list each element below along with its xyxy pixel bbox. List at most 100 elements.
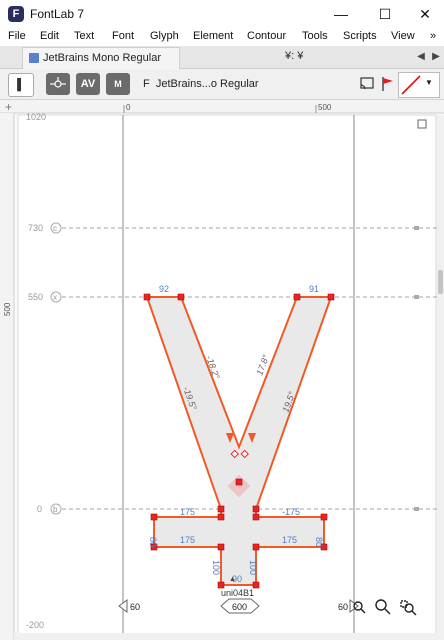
zoom-fit-icon[interactable]: [400, 600, 417, 616]
document-tab-bar: JetBrains Mono Regular ¥: ¥ ◀ ▶: [0, 46, 444, 69]
menu-edit[interactable]: Edit: [40, 30, 59, 42]
tab-font-label: JetBrains Mono Regular: [43, 52, 162, 64]
guide-lock-icon[interactable]: [414, 507, 419, 511]
guide-label-550: 550: [28, 292, 43, 302]
contour-node[interactable]: [217, 581, 225, 589]
maximize-button[interactable]: ☐: [378, 6, 392, 22]
contour-node[interactable]: [150, 513, 158, 521]
app-logo-icon: F: [8, 6, 24, 22]
metrics-button[interactable]: AV: [76, 73, 100, 95]
canvas-corner-icon[interactable]: [417, 119, 427, 129]
menu-scripts[interactable]: Scripts: [343, 30, 377, 42]
horizontal-scrollbar[interactable]: [14, 633, 437, 640]
measure-top-right-width: 91: [309, 284, 319, 294]
glyph-canvas-svg[interactable]: + 0 500 500 1020 730 c 550 x 0 b -200: [0, 100, 444, 641]
vertical-scrollbar-thumb[interactable]: [438, 270, 443, 294]
anchor-icon: [50, 77, 66, 88]
contour-node[interactable]: [217, 505, 225, 513]
menu-view[interactable]: View: [391, 30, 415, 42]
glyph-canvas[interactable]: + 0 500 500 1020 730 c 550 x 0 b -200: [0, 100, 444, 641]
zoom-icon[interactable]: [375, 599, 391, 615]
menu-text[interactable]: Text: [74, 30, 95, 42]
window-title: FontLab 7: [30, 7, 85, 21]
measure-bar-left-top: 175: [180, 507, 195, 517]
contour-node[interactable]: [252, 505, 260, 513]
left-sidebearing-value[interactable]: 60: [130, 602, 140, 612]
contour-node[interactable]: [293, 293, 301, 301]
minimize-button[interactable]: —: [334, 6, 348, 22]
guide-label-730: 730: [28, 223, 43, 233]
current-font-label[interactable]: F JetBrains...o Regular: [143, 78, 259, 90]
title-bar: F FontLab 7 — ☐ ✕: [0, 0, 444, 28]
guide-lock-icon[interactable]: [414, 226, 419, 230]
guide-lock-icon[interactable]: [414, 295, 419, 299]
contour-node[interactable]: [150, 543, 158, 551]
menu-file[interactable]: File: [8, 30, 26, 42]
measure-bar-left-height: 80: [148, 537, 158, 547]
tab-next-arrow-icon[interactable]: ▶: [432, 51, 440, 62]
ruler-corner-plus-icon: +: [5, 100, 12, 114]
measure-stem-right: 100: [248, 560, 258, 575]
tab-font-window[interactable]: JetBrains Mono Regular: [22, 47, 180, 69]
color-picker-dropdown[interactable]: ▼: [398, 72, 440, 98]
lsb-arrow-icon: [118, 599, 128, 613]
top-ruler[interactable]: [0, 100, 444, 113]
tab-prev-arrow-icon[interactable]: ◀: [417, 51, 425, 62]
contour-node[interactable]: [327, 293, 335, 301]
font-prefix-icon: F: [143, 78, 150, 90]
contour-node[interactable]: [217, 543, 225, 551]
guide-label-minus200: -200: [26, 620, 44, 630]
advance-width-value[interactable]: 600: [232, 602, 247, 612]
menu-element[interactable]: Element: [193, 30, 234, 42]
contour-node[interactable]: [252, 543, 260, 551]
contour-node[interactable]: [320, 543, 328, 551]
glyph-window-title: ¥: ¥: [285, 50, 304, 62]
dropdown-chevron-icon: ▼: [425, 78, 433, 87]
menu-contour[interactable]: Contour: [247, 30, 287, 42]
ruler-label-500: 500: [318, 103, 332, 112]
guide-label-0: 0: [37, 504, 42, 514]
contour-direction-arrow-icon: [248, 433, 256, 443]
menu-glyph[interactable]: Glyph: [150, 30, 179, 42]
guide-marker-c: c: [53, 224, 57, 233]
flag-icon[interactable]: [381, 76, 395, 92]
origin-anchor-icon: ▲: [229, 576, 236, 583]
m-button[interactable]: M: [106, 73, 130, 95]
right-sidebearing-value[interactable]: 60: [338, 602, 348, 612]
advance-width-field[interactable]: [220, 598, 260, 614]
offcurve-node[interactable]: [230, 449, 239, 459]
measure-top-left-width: 92: [159, 284, 169, 294]
left-ruler-label-500: 500: [3, 302, 12, 316]
measure-bar-right-top: -175: [282, 507, 300, 517]
menu-font[interactable]: Font: [112, 30, 135, 42]
measure-stem-bottom: 90: [232, 574, 242, 584]
no-color-icon: [401, 75, 421, 95]
glyph-toolbar: ▌ AV M F JetBrains...o Regular ▼: [0, 69, 444, 100]
menu-tools[interactable]: Tools: [302, 30, 328, 42]
glyph-name-label[interactable]: uni04B1: [221, 588, 254, 598]
menu-overflow[interactable]: »: [430, 30, 437, 42]
zoom-out-icon[interactable]: [353, 601, 366, 614]
glyph-contour[interactable]: [145, 296, 333, 586]
contour-node[interactable]: [235, 478, 243, 486]
contour-node[interactable]: [217, 513, 225, 521]
measure-bar-left-mid: 175: [180, 535, 195, 545]
contour-node[interactable]: [252, 513, 260, 521]
contour-node[interactable]: [320, 513, 328, 521]
left-ruler[interactable]: [0, 113, 14, 640]
guide-marker-b: b: [53, 505, 58, 514]
menu-bar: File Edit Text Font Glyph Element Contou…: [0, 28, 444, 46]
vertical-scrollbar[interactable]: [437, 115, 444, 640]
font-grid-icon: [29, 53, 39, 63]
guide-marker-x: x: [53, 293, 57, 302]
contour-node[interactable]: [177, 293, 185, 301]
guide-label-1020: 1020: [26, 112, 46, 122]
contour-tool-button[interactable]: [46, 73, 70, 95]
ruler-label-0: 0: [126, 103, 131, 112]
sidebar-toggle-button[interactable]: ▌: [8, 73, 34, 97]
offcurve-node[interactable]: [240, 449, 249, 459]
close-button[interactable]: ✕: [419, 6, 431, 22]
contour-node[interactable]: [252, 581, 260, 589]
contour-node[interactable]: [143, 293, 151, 301]
cast-icon[interactable]: [360, 77, 374, 91]
